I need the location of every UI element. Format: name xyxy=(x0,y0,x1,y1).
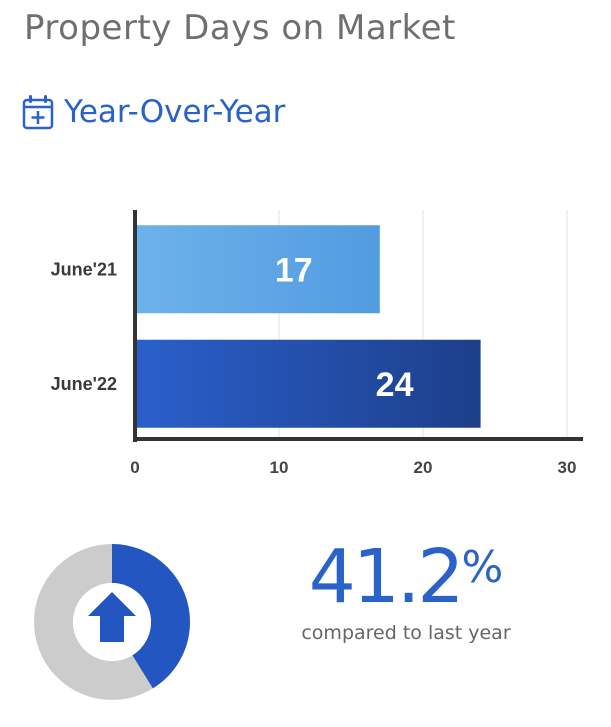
x-tick-label: 20 xyxy=(414,458,433,477)
bar xyxy=(135,225,380,314)
bar-value-label: 17 xyxy=(275,251,313,289)
change-percent-sign: % xyxy=(461,542,504,593)
category-label: June'22 xyxy=(51,374,117,394)
change-value: 41.2% xyxy=(286,540,526,614)
donut-fill xyxy=(34,544,190,700)
section-heading: Year-Over-Year xyxy=(22,94,285,130)
category-label: June'21 xyxy=(51,259,117,279)
change-caption: compared to last year xyxy=(301,622,511,644)
x-tick-label: 10 xyxy=(270,458,289,477)
change-number: 41.2 xyxy=(308,534,465,620)
change-donut xyxy=(34,544,190,700)
x-tick-label: 0 xyxy=(130,458,139,477)
bar xyxy=(135,339,481,428)
x-tick-label: 30 xyxy=(558,458,577,477)
calendar-plus-icon xyxy=(22,94,54,130)
arrow-up-icon xyxy=(88,592,136,642)
page-title: Property Days on Market xyxy=(24,8,456,48)
section-heading-label: Year-Over-Year xyxy=(64,94,286,130)
change-stat: 41.2% compared to last year xyxy=(286,540,526,644)
bar-value-label: 24 xyxy=(376,366,414,404)
days-on-market-bar-chart: 0 10 20 30 June'21 June'22 17 24 xyxy=(51,210,583,477)
